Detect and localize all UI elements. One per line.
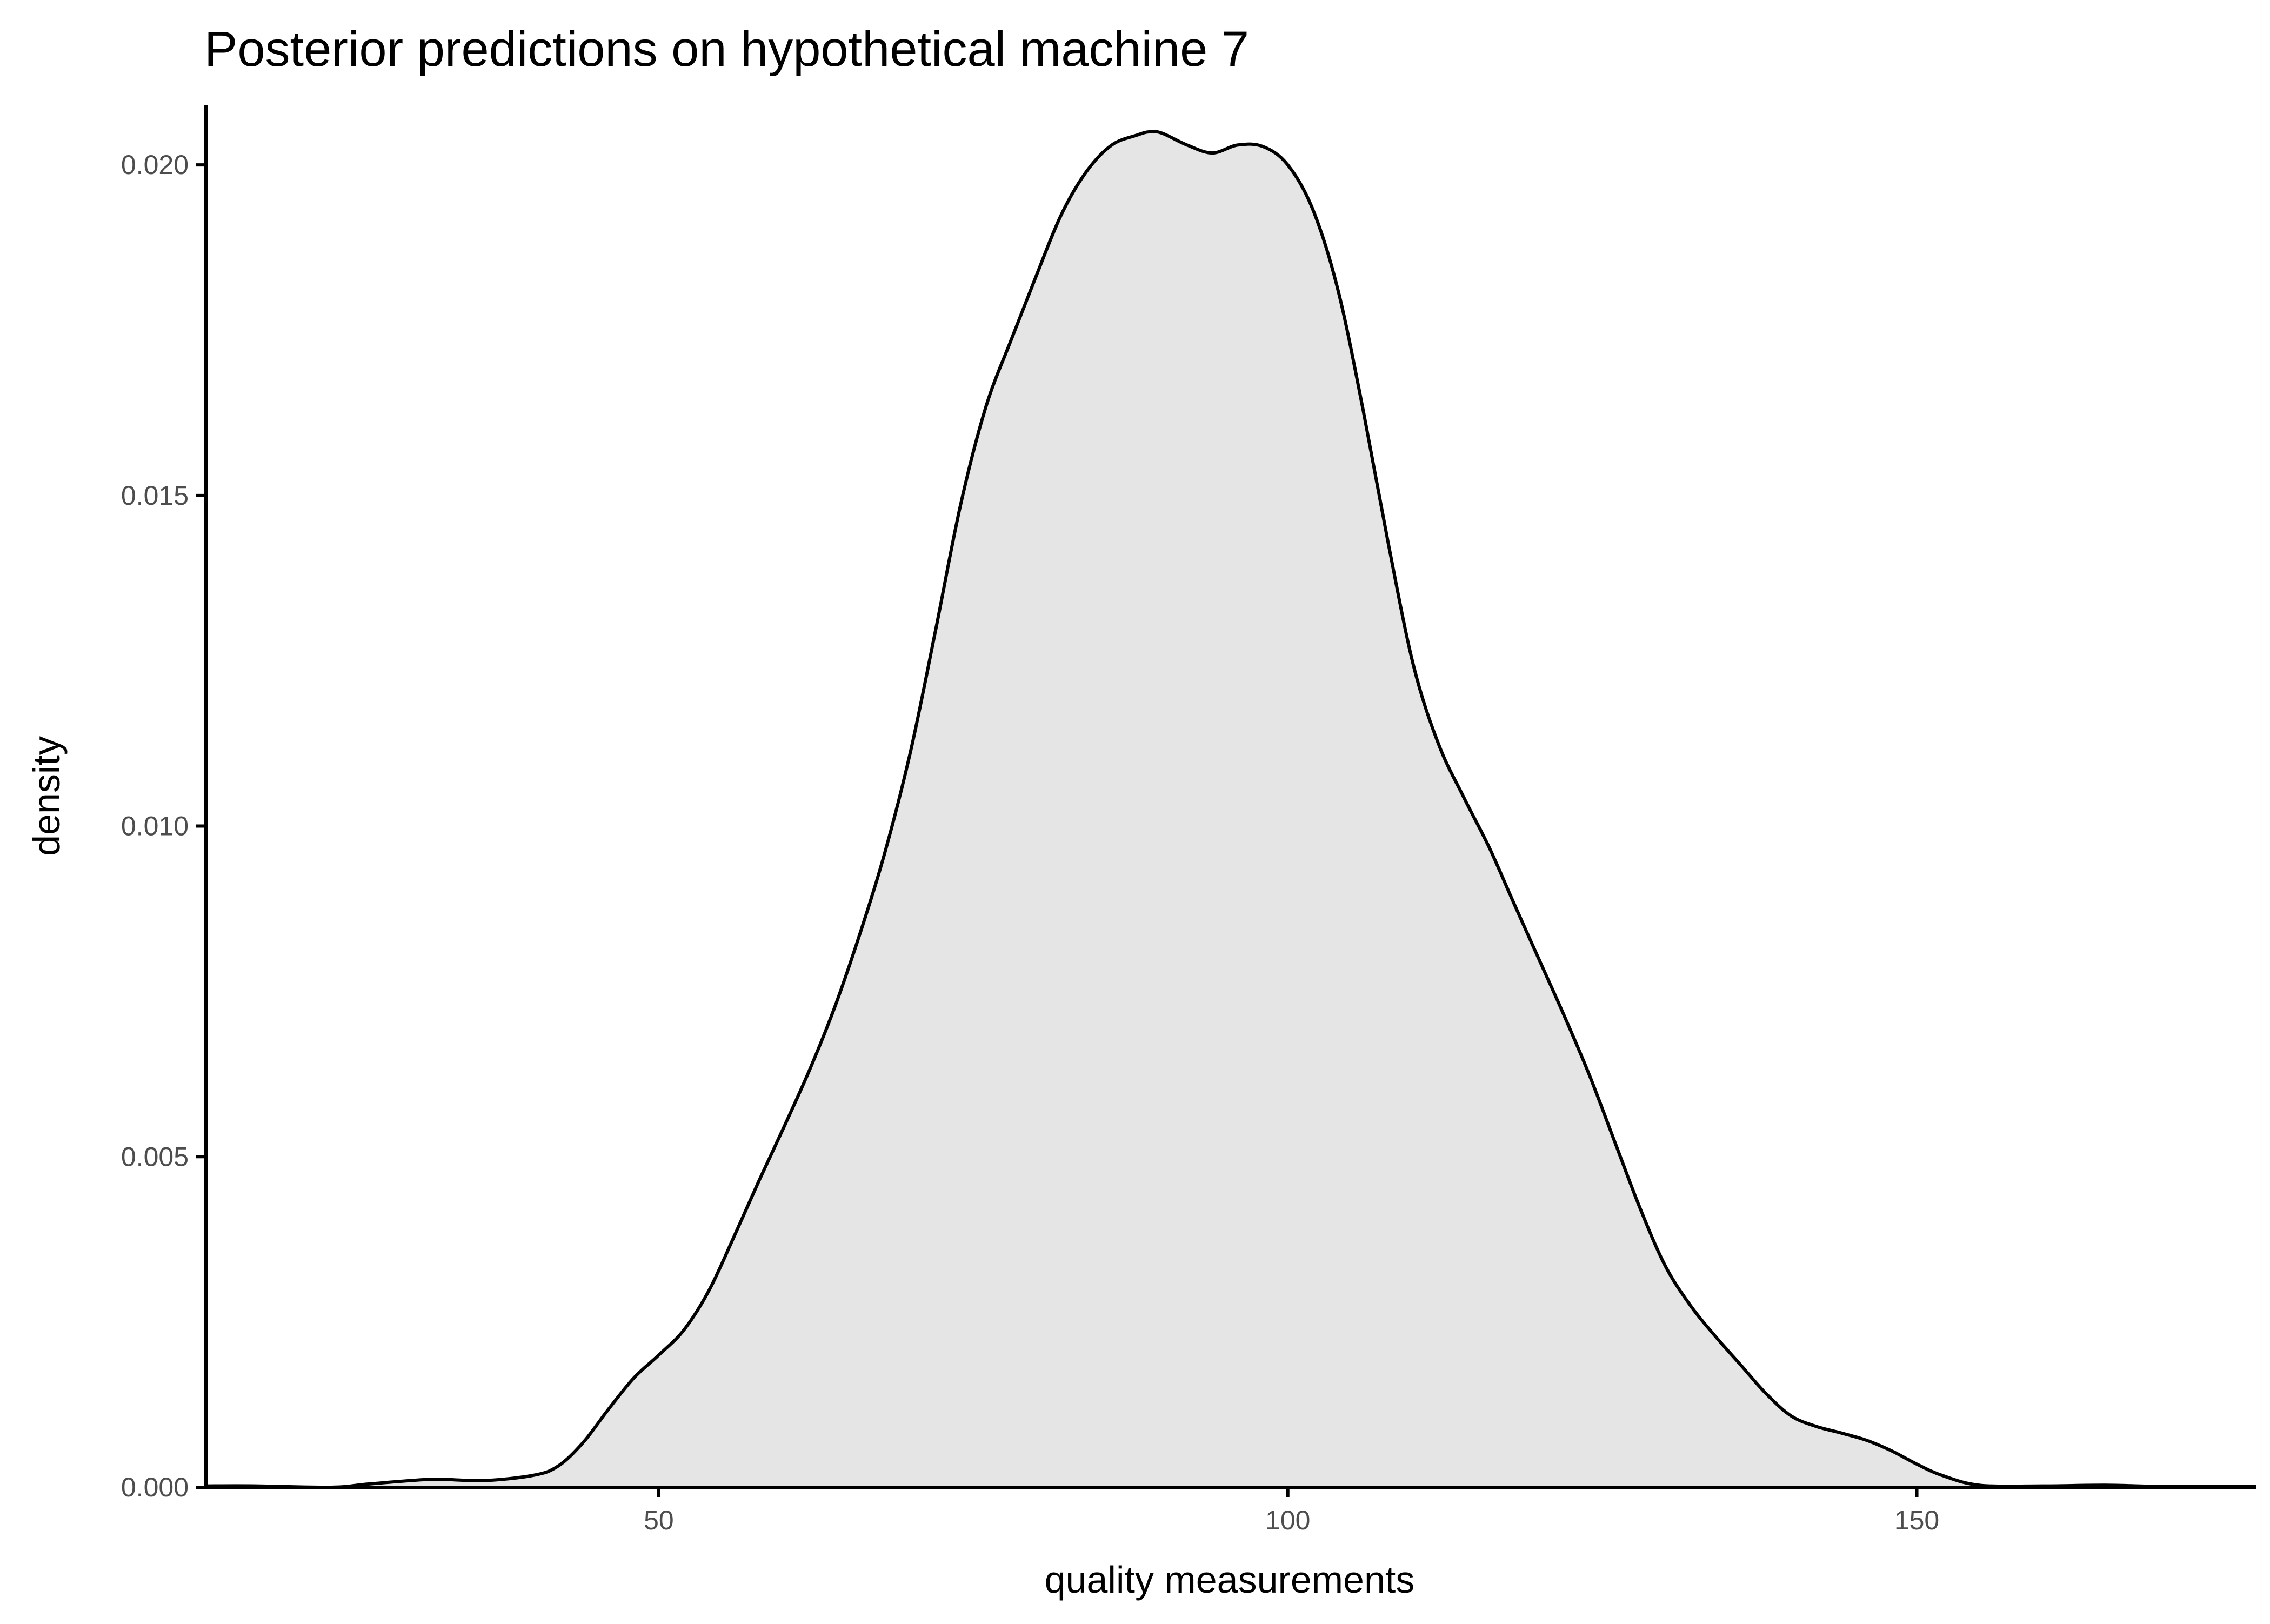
y-tick-label: 0.020 (121, 150, 189, 180)
y-tick-label: 0.005 (121, 1141, 189, 1172)
x-tick-label: 100 (1265, 1505, 1310, 1535)
y-axis-ticks: 0.000 0.005 0.010 0.015 0.020 (121, 150, 206, 1502)
y-tick-label: 0.015 (121, 480, 189, 511)
x-axis-title: quality measurements (1045, 1559, 1415, 1601)
y-tick-label: 0.010 (121, 811, 189, 841)
y-axis-title: density (25, 736, 68, 856)
x-tick-label: 150 (1894, 1505, 1939, 1535)
x-tick-label: 50 (644, 1505, 674, 1535)
y-tick-label: 0.000 (121, 1472, 189, 1502)
density-curve (205, 130, 2257, 1489)
x-axis-ticks: 50 100 150 (644, 1487, 1939, 1535)
plot-area (205, 130, 2257, 1489)
density-area (206, 131, 2256, 1488)
chart-title: Posterior predictions on hypothetical ma… (204, 22, 1249, 77)
